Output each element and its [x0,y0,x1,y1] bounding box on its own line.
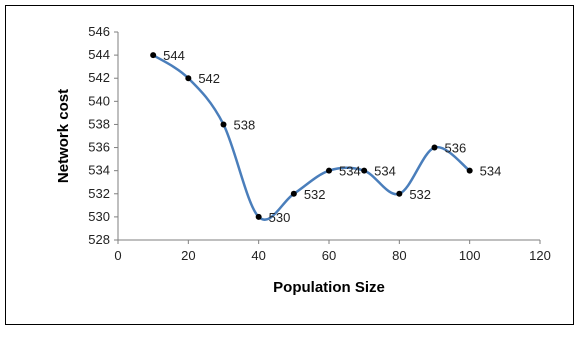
series-line-group [152,54,471,221]
data-point [185,75,192,82]
data-label: 534 [480,164,502,179]
data-label: 534 [374,164,396,179]
y-tick-label: 540 [88,93,110,108]
y-tick-label: 528 [88,232,110,247]
data-label: 532 [409,187,431,202]
x-tick-label: 100 [459,248,481,263]
x-tick-label: 60 [322,248,336,263]
data-point [361,167,368,174]
data-labels-group: 544 542 538 530 532 534 534 532 536 534 [163,48,501,225]
markers-group [150,52,473,220]
data-point [396,190,403,197]
data-label: 532 [304,187,326,202]
x-tick-label: 20 [181,248,195,263]
data-point [290,190,297,197]
data-point [431,144,438,151]
y-tick-label: 534 [88,163,110,178]
data-point [220,121,227,128]
axes: 528 530 532 534 536 538 540 542 544 546 0 20 40 60 80 1… [88,24,551,263]
chart-frame [5,5,574,325]
x-tick-label: 0 [114,248,121,263]
data-point [150,52,157,59]
y-tick-label: 544 [88,47,110,62]
y-tick-label: 536 [88,140,110,155]
x-axis-title: Population Size [273,279,385,296]
y-tick-label: 546 [88,24,110,39]
data-point [326,167,332,174]
x-tick-label: 120 [529,248,551,263]
data-label: 544 [163,48,185,63]
data-point [255,213,262,220]
y-axis-title: Network cost [55,89,72,183]
data-label: 530 [269,210,291,225]
x-tick-label: 80 [392,248,406,263]
y-tick-label: 542 [88,70,110,85]
y-tick-label: 532 [88,186,110,201]
data-point [466,167,473,174]
data-label: 542 [198,71,220,86]
data-label: 534 [339,164,361,179]
data-label: 538 [234,117,256,132]
y-tick-label: 538 [88,116,110,131]
series-line [152,54,471,221]
x-tick-label: 40 [251,248,265,263]
data-label: 536 [445,141,467,156]
y-tick-label: 530 [88,209,110,224]
